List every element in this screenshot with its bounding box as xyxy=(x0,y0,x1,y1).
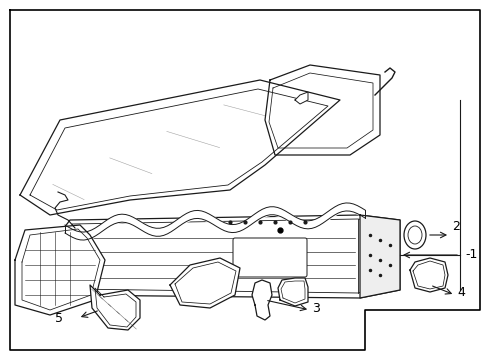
Polygon shape xyxy=(265,65,380,155)
Text: 4: 4 xyxy=(457,287,465,300)
Polygon shape xyxy=(55,215,400,298)
Polygon shape xyxy=(170,258,240,308)
Text: 3: 3 xyxy=(312,302,320,315)
Polygon shape xyxy=(278,278,308,306)
Polygon shape xyxy=(360,215,400,298)
Text: 5: 5 xyxy=(55,311,63,324)
Polygon shape xyxy=(295,92,308,104)
Ellipse shape xyxy=(404,221,426,249)
Polygon shape xyxy=(15,225,105,315)
Text: 2: 2 xyxy=(452,220,460,234)
Polygon shape xyxy=(252,280,272,320)
FancyBboxPatch shape xyxy=(233,238,307,277)
Ellipse shape xyxy=(408,226,422,244)
Polygon shape xyxy=(410,258,448,292)
Polygon shape xyxy=(90,285,140,330)
Text: -1: -1 xyxy=(465,248,477,261)
Polygon shape xyxy=(20,80,340,215)
